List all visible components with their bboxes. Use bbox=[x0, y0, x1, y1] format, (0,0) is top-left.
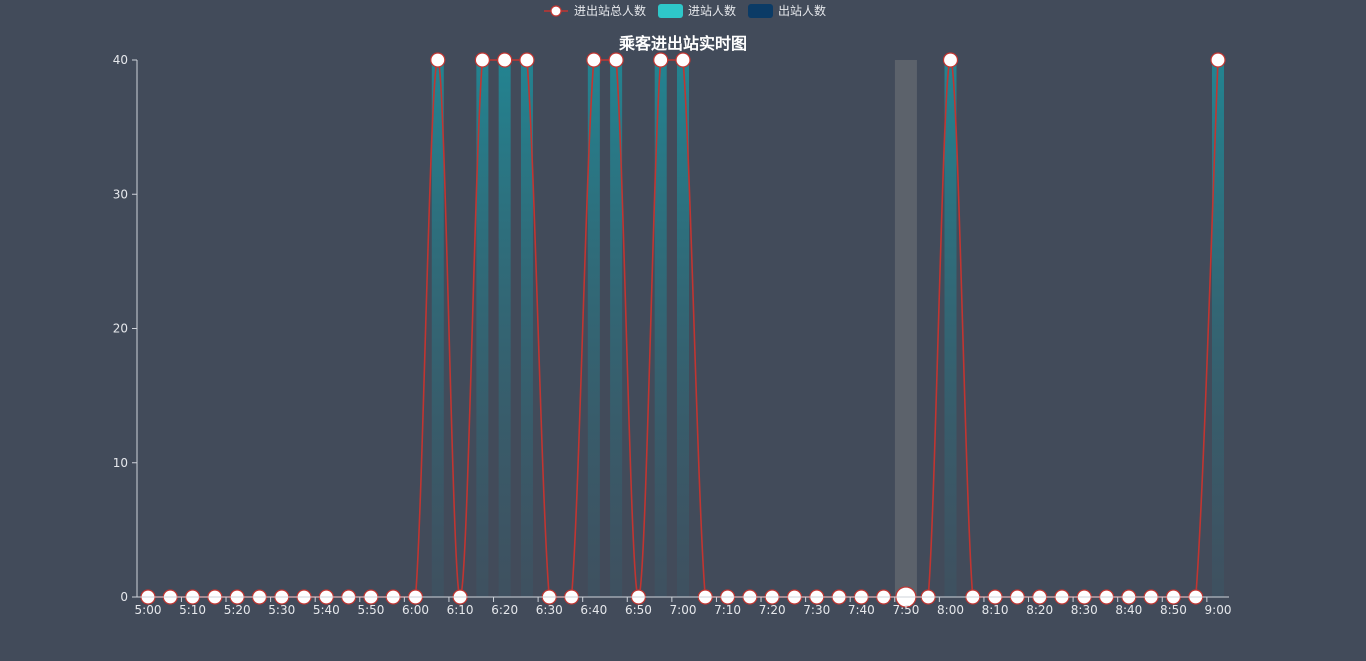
x-tick-label: 5:10 bbox=[179, 603, 206, 617]
x-tick-label: 8:40 bbox=[1115, 603, 1142, 617]
x-tick-label: 8:50 bbox=[1160, 603, 1187, 617]
legend-item[interactable]: 进站人数 bbox=[658, 3, 736, 18]
line-point[interactable] bbox=[519, 52, 535, 68]
x-tick-label: 8:30 bbox=[1071, 603, 1098, 617]
x-tick-label: 5:20 bbox=[224, 603, 251, 617]
x-tick-label: 6:10 bbox=[447, 603, 474, 617]
line-point[interactable] bbox=[430, 52, 446, 68]
x-tick-label: 6:50 bbox=[625, 603, 652, 617]
bar-in[interactable] bbox=[498, 60, 511, 597]
bar-in[interactable] bbox=[654, 60, 667, 597]
legend-item[interactable]: 出站人数 bbox=[748, 3, 826, 18]
x-tick-label: 8:10 bbox=[982, 603, 1009, 617]
line-point[interactable] bbox=[653, 52, 669, 68]
bar-in[interactable] bbox=[610, 60, 623, 597]
x-tick-label: 5:30 bbox=[268, 603, 295, 617]
legend-label: 进站人数 bbox=[688, 3, 736, 18]
line-point[interactable] bbox=[586, 52, 602, 68]
x-tick-label: 6:30 bbox=[536, 603, 563, 617]
y-tick-label: 40 bbox=[113, 53, 128, 67]
x-tick-label: 5:00 bbox=[135, 603, 162, 617]
bar-in[interactable] bbox=[1212, 60, 1224, 597]
bar-in[interactable] bbox=[944, 60, 957, 597]
line-point[interactable] bbox=[675, 52, 691, 68]
bar-in[interactable] bbox=[587, 60, 600, 597]
x-tick-label: 5:50 bbox=[357, 603, 384, 617]
legend-item[interactable]: 进出站总人数 bbox=[544, 3, 646, 18]
legend-swatch bbox=[658, 4, 683, 18]
x-tick-label: 6:20 bbox=[491, 603, 518, 617]
y-tick-label: 10 bbox=[113, 456, 128, 470]
x-tick-label: 7:30 bbox=[803, 603, 830, 617]
legend-swatch bbox=[748, 4, 773, 18]
bar-in[interactable] bbox=[677, 60, 689, 597]
hover-highlight-band bbox=[894, 60, 917, 597]
line-point[interactable] bbox=[942, 52, 959, 68]
y-tick-label: 20 bbox=[113, 322, 128, 336]
legend-point-symbol bbox=[550, 5, 562, 17]
chart-title: 乘客进出站实时图 bbox=[618, 34, 747, 53]
x-tick-label: 7:50 bbox=[892, 603, 919, 617]
bar-in[interactable] bbox=[476, 60, 489, 597]
bar-in[interactable] bbox=[520, 60, 533, 597]
y-tick-label: 0 bbox=[120, 590, 128, 604]
line-point[interactable] bbox=[1210, 52, 1226, 68]
x-tick-label: 8:00 bbox=[937, 603, 964, 617]
x-tick-label: 5:40 bbox=[313, 603, 340, 617]
x-tick-label: 7:40 bbox=[848, 603, 875, 617]
line-point[interactable] bbox=[608, 52, 624, 68]
x-tick-label: 9:00 bbox=[1205, 603, 1232, 617]
x-tick-label: 8:20 bbox=[1026, 603, 1053, 617]
y-tick-label: 30 bbox=[113, 187, 128, 201]
legend-label: 进出站总人数 bbox=[574, 3, 646, 18]
bar-in[interactable] bbox=[431, 60, 444, 597]
x-tick-label: 7:10 bbox=[714, 603, 741, 617]
x-tick-label: 7:20 bbox=[759, 603, 786, 617]
x-tick-label: 7:00 bbox=[670, 603, 697, 617]
x-tick-label: 6:00 bbox=[402, 603, 429, 617]
line-point[interactable] bbox=[497, 52, 513, 68]
line-point[interactable] bbox=[474, 52, 490, 68]
legend-label: 出站人数 bbox=[778, 3, 826, 18]
x-tick-label: 6:40 bbox=[580, 603, 607, 617]
